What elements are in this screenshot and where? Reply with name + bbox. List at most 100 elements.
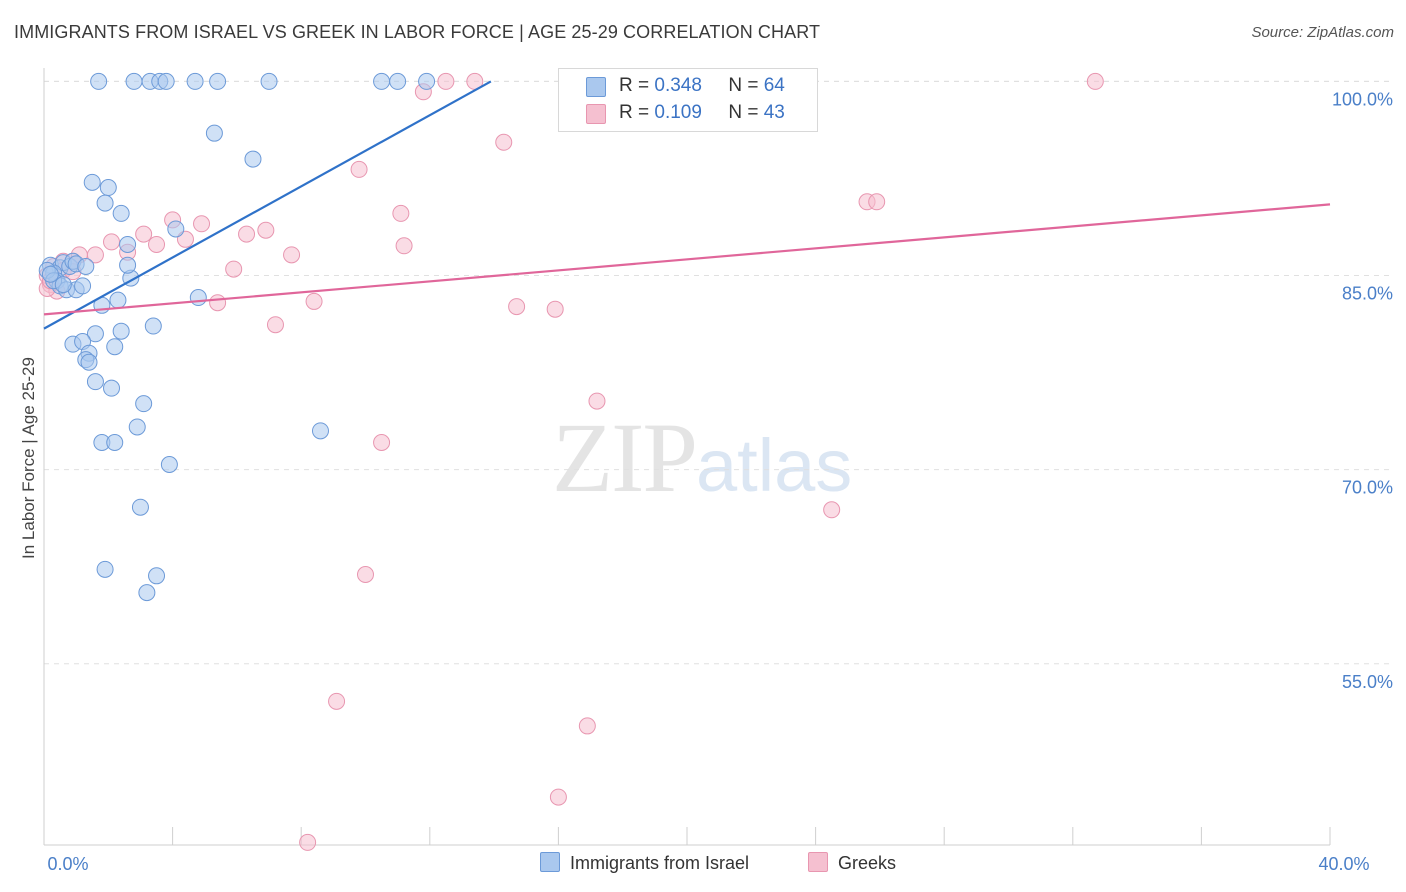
israel-point — [148, 567, 166, 585]
greeks-point — [266, 316, 284, 334]
israel-point — [209, 72, 227, 90]
israel-point — [260, 72, 278, 90]
greeks-point — [328, 692, 346, 710]
israel-point — [144, 317, 162, 335]
greeks-point — [395, 237, 413, 255]
israel-point — [205, 124, 223, 142]
greeks-point — [868, 193, 886, 211]
israel-point — [86, 373, 104, 391]
israel-point — [41, 265, 59, 283]
israel-point — [112, 322, 130, 340]
greeks-point — [305, 292, 323, 310]
bottom-legend-greeks: Greeks — [808, 852, 896, 874]
israel-point — [128, 418, 146, 436]
israel-point — [125, 72, 143, 90]
greeks-points — [38, 72, 1104, 851]
greeks-point — [193, 215, 211, 233]
greeks-trend-line — [43, 203, 1331, 316]
watermark-zip: ZIP — [552, 402, 698, 513]
israel-point — [106, 338, 124, 356]
source-label: Source: ZipAtlas.com — [1251, 24, 1394, 41]
israel-point — [80, 353, 98, 371]
israel-point — [131, 498, 149, 516]
greeks-point — [283, 246, 301, 264]
greeks-point — [103, 233, 121, 251]
legend-r-label: R = — [619, 75, 650, 96]
legend-swatch-pink — [586, 104, 606, 124]
greeks-point — [225, 260, 243, 278]
greeks-point — [135, 225, 153, 243]
israel-point — [74, 277, 92, 295]
greeks-point — [588, 392, 606, 410]
y-tick-label: 85.0% — [1342, 284, 1393, 304]
y-tick-label: 100.0% — [1332, 89, 1393, 109]
greeks-point — [299, 833, 317, 851]
legend-stats-israel: R = 0.348 N = 64 — [619, 75, 785, 97]
gridlines — [44, 80, 1392, 665]
israel-point — [119, 256, 137, 274]
greeks-point — [508, 298, 526, 316]
israel-point — [119, 235, 137, 253]
greeks-point — [373, 433, 391, 451]
legend-n-label: N = — [728, 102, 759, 123]
israel-point — [83, 173, 101, 191]
y-tick-label: 70.0% — [1342, 478, 1393, 498]
greeks-point — [823, 501, 841, 519]
israel-point — [160, 456, 178, 474]
greeks-point — [209, 294, 227, 312]
israel-point — [373, 72, 391, 90]
israel-point — [96, 560, 114, 578]
israel-point — [112, 204, 130, 222]
greeks-point — [578, 717, 596, 735]
greeks-point — [495, 133, 513, 151]
greeks-point — [1086, 72, 1104, 90]
israel-point — [244, 150, 262, 168]
israel-point — [135, 395, 153, 413]
legend-n-value: 43 — [763, 102, 785, 123]
legend-r-value: 0.109 — [654, 102, 702, 123]
israel-point — [90, 72, 108, 90]
chart-title: IMMIGRANTS FROM ISRAEL VS GREEK IN LABOR… — [14, 22, 821, 42]
israel-point — [389, 72, 407, 90]
greeks-point — [392, 204, 410, 222]
legend-stats-greeks: R = 0.109 N = 43 — [619, 102, 785, 124]
x-tick-label: 40.0% — [1318, 854, 1369, 874]
greeks-point — [546, 300, 564, 318]
israel-point — [167, 220, 185, 238]
trend-lines — [43, 80, 1331, 330]
israel-point — [54, 276, 72, 294]
greeks-point — [257, 221, 275, 239]
greeks-point — [238, 225, 256, 243]
greeks-point — [350, 160, 368, 178]
israel-point — [189, 289, 207, 307]
israel-point — [86, 325, 104, 343]
israel-point — [106, 433, 124, 451]
tick-labels: 100.0% 85.0% 70.0% 55.0% 0.0% 40.0% — [47, 89, 1393, 874]
israel-point — [157, 72, 175, 90]
watermark: ZIPatlas — [552, 400, 852, 515]
greeks-point — [437, 72, 455, 90]
legend-n-value: 64 — [763, 75, 785, 96]
israel-point — [96, 194, 114, 212]
israel-point — [77, 257, 95, 275]
israel-point — [418, 72, 436, 90]
legend-r-label: R = — [619, 102, 650, 123]
israel-point — [109, 291, 127, 309]
y-axis-label: In Labor Force | Age 25-29 — [19, 357, 38, 559]
greeks-point — [148, 235, 166, 253]
greeks-point — [86, 246, 104, 264]
israel-points — [38, 72, 436, 602]
israel-point — [99, 179, 117, 197]
watermark-atlas: atlas — [696, 424, 853, 507]
axes — [43, 68, 1331, 846]
x-tick-label: 0.0% — [47, 854, 88, 874]
correlation-legend: R = 0.348 N = 64 R = 0.109 N = 43 — [558, 68, 818, 132]
bottom-swatch-blue — [540, 852, 560, 872]
legend-swatch-blue — [586, 77, 606, 97]
bottom-swatch-pink — [808, 852, 828, 872]
israel-point — [138, 584, 156, 602]
bottom-legend-greeks-label: Greeks — [838, 853, 897, 873]
bottom-legend-israel-label: Immigrants from Israel — [570, 853, 750, 873]
israel-point — [103, 379, 121, 397]
